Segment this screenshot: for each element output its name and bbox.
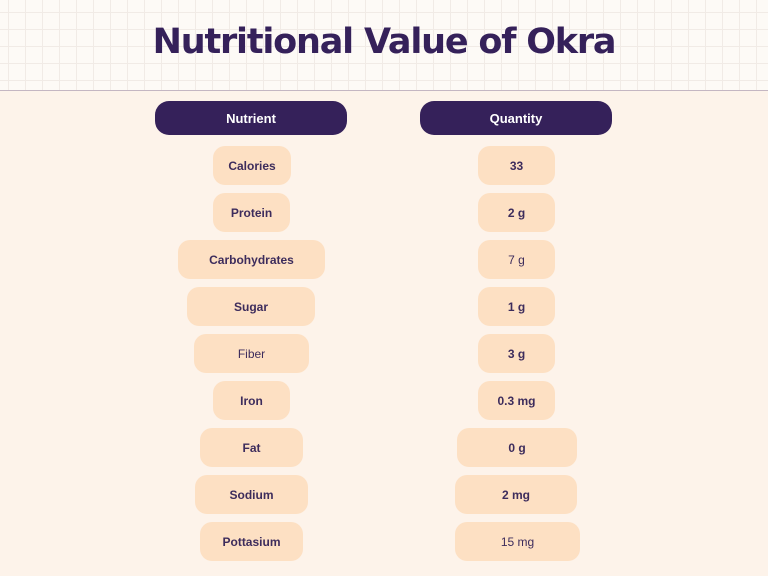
nutrient-cell-iron: Iron [213,381,290,420]
nutrient-cell-calories: Calories [213,146,291,185]
nutrient-cell-fat: Fat [200,428,303,467]
nutrient-cell-sodium: Sodium [195,475,308,514]
quantity-cell-calories: 33 [478,146,555,185]
quantity-cell-iron: 0.3 mg [478,381,555,420]
page-title: Nutritional Value of Okra [152,22,617,62]
quantity-cell-protein: 2 g [478,193,555,232]
quantity-cell-sodium: 2 mg [455,475,577,514]
quantity-cell-fat: 0 g [457,428,577,467]
nutrient-cell-protein: Protein [213,193,290,232]
nutrient-cell-carbohydrates: Carbohydrates [178,240,325,279]
column-header-quantity: Quantity [420,101,612,135]
nutrient-cell-sugar: Sugar [187,287,315,326]
nutrient-cell-pottasium: Pottasium [200,522,303,561]
quantity-cell-pottasium: 15 mg [455,522,580,561]
column-header-nutrient: Nutrient [155,101,347,135]
nutrient-cell-fiber: Fiber [194,334,309,373]
quantity-cell-carbohydrates: 7 g [478,240,555,279]
title-band [0,0,768,91]
quantity-cell-sugar: 1 g [478,287,555,326]
quantity-cell-fiber: 3 g [478,334,555,373]
